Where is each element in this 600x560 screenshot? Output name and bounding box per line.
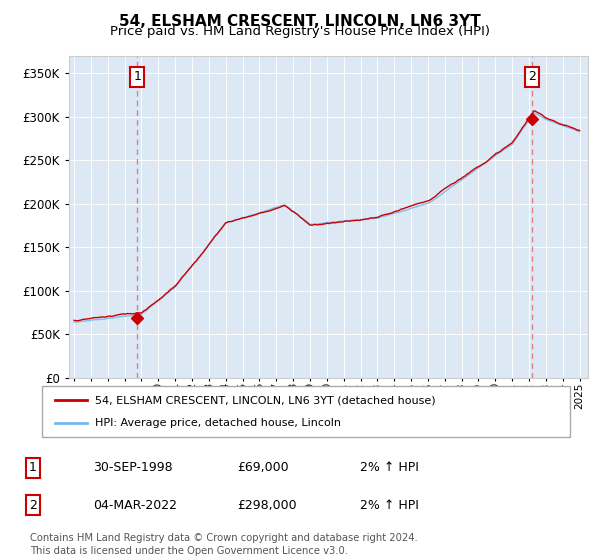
Text: Contains HM Land Registry data © Crown copyright and database right 2024.
This d: Contains HM Land Registry data © Crown c… (30, 533, 418, 556)
Text: 54, ELSHAM CRESCENT, LINCOLN, LN6 3YT: 54, ELSHAM CRESCENT, LINCOLN, LN6 3YT (119, 14, 481, 29)
Text: 2% ↑ HPI: 2% ↑ HPI (360, 461, 419, 474)
Text: 2% ↑ HPI: 2% ↑ HPI (360, 498, 419, 512)
Text: HPI: Average price, detached house, Lincoln: HPI: Average price, detached house, Linc… (95, 418, 341, 428)
Text: 04-MAR-2022: 04-MAR-2022 (93, 498, 177, 512)
Text: £298,000: £298,000 (237, 498, 296, 512)
Text: 2: 2 (528, 71, 536, 83)
Text: 2: 2 (29, 498, 37, 512)
Text: 54, ELSHAM CRESCENT, LINCOLN, LN6 3YT (detached house): 54, ELSHAM CRESCENT, LINCOLN, LN6 3YT (d… (95, 395, 436, 405)
Text: 1: 1 (133, 71, 141, 83)
Text: 30-SEP-1998: 30-SEP-1998 (93, 461, 173, 474)
Text: 1: 1 (29, 461, 37, 474)
Text: £69,000: £69,000 (237, 461, 289, 474)
Text: Price paid vs. HM Land Registry's House Price Index (HPI): Price paid vs. HM Land Registry's House … (110, 25, 490, 38)
